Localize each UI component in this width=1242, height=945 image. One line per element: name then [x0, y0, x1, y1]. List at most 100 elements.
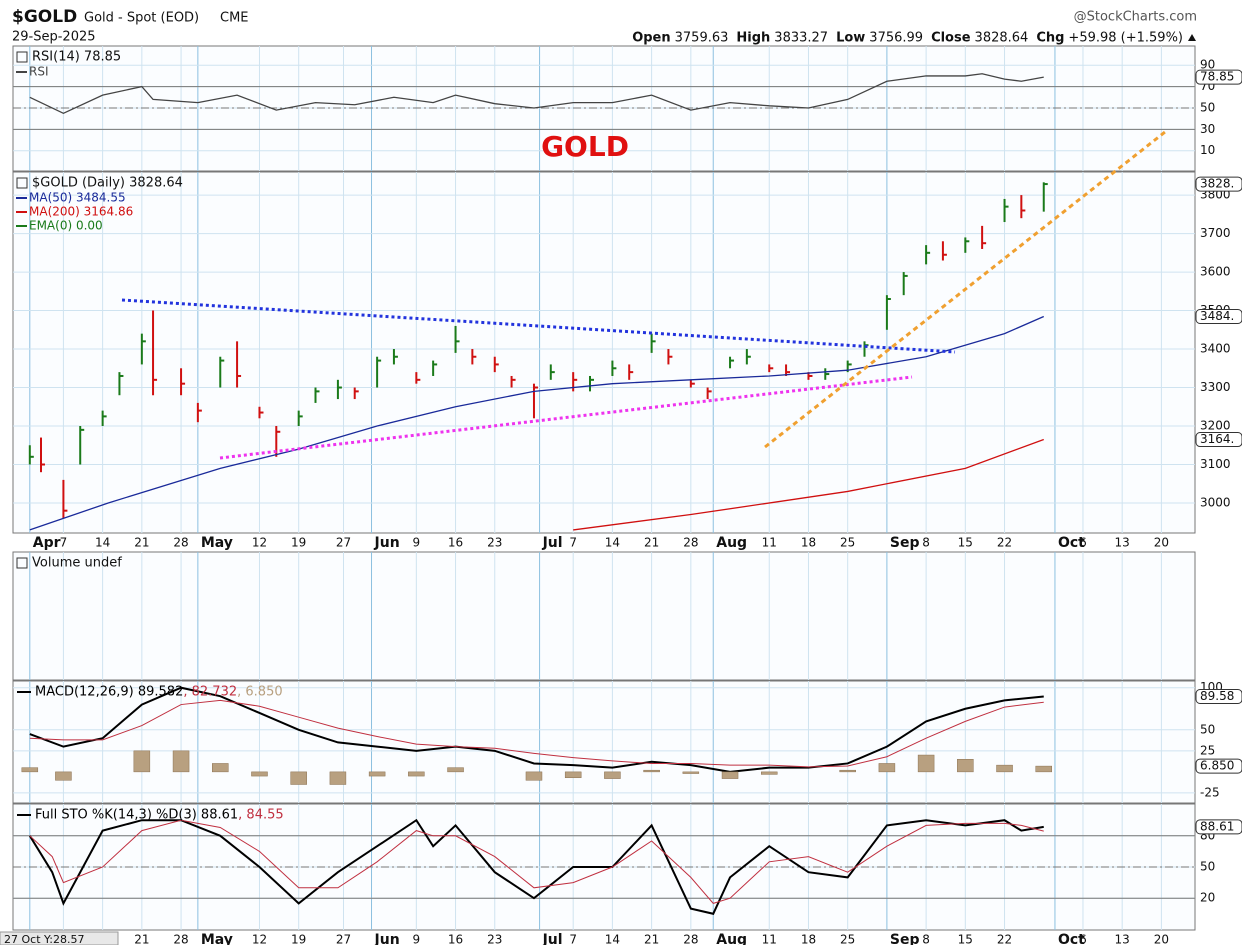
x-tick-label: 8 [922, 536, 930, 550]
x-tick-label: 20 [1154, 536, 1169, 550]
y-tick-label: 30 [1200, 122, 1215, 136]
symbol: $GOLD [12, 7, 77, 27]
quote: +59.98 (+1.59%) Chg 3828.64 Close 3756.99 Low… [632, 31, 1183, 46]
series-line [29, 686, 1044, 773]
series-line [29, 73, 1044, 115]
x-tick-label: 27 [336, 933, 351, 945]
legend-entry: , 84.55 [238, 808, 283, 823]
histogram-bar [133, 750, 151, 773]
x-tick-label: Aug [716, 932, 747, 945]
last-value-label: 6.850 [1200, 759, 1234, 773]
histogram-bar [525, 771, 543, 781]
panel-title: $GOLD (Daily) 3828.64 [32, 176, 183, 191]
last-value-box [1195, 688, 1242, 704]
y-tick-label: 3000 [1200, 495, 1231, 509]
quote-label: Close [931, 31, 971, 46]
legend-icon [16, 557, 28, 569]
quote-value: 3828.64 [975, 31, 1029, 46]
x-tick-label: 21 [644, 536, 659, 550]
x-tick-label: 28 [173, 536, 188, 550]
histogram-bar [564, 771, 582, 779]
histogram-bar [447, 767, 464, 773]
last-value-box [1195, 758, 1242, 774]
legend-icon [16, 177, 28, 189]
x-tick-label: 23 [487, 933, 502, 945]
histogram-bar [996, 764, 1013, 773]
histogram-bar [21, 767, 39, 773]
histogram-bar [682, 771, 700, 774]
crosshair-label: 27 Oct Y:28.57 [4, 933, 84, 945]
last-value-box [1195, 176, 1242, 192]
quote-label: Chg [1036, 31, 1064, 46]
y-tick-label: 50 [1200, 860, 1215, 874]
histogram-bar [172, 750, 190, 773]
x-tick-label: Apr [33, 535, 61, 551]
x-tick-label: May [201, 535, 233, 551]
x-tick-label: 25 [840, 536, 855, 550]
x-tick-label: 14 [605, 536, 620, 550]
x-tick-label: 7 [569, 933, 577, 945]
x-tick-label: 18 [801, 933, 816, 945]
x-tick-label: 7 [569, 536, 577, 550]
legend-entry: , 6.850 [237, 685, 282, 700]
series-line [573, 438, 1044, 531]
quote-value: 3833.27 [774, 31, 828, 46]
x-tick-label: May [201, 932, 233, 945]
x-tick-label: 12 [252, 933, 267, 945]
series-line [29, 819, 1044, 904]
quote-value: 3756.99 [869, 31, 923, 46]
legend-icon [16, 51, 28, 63]
y-tick-label: 50 [1200, 100, 1215, 114]
annotation: GOLD [541, 130, 629, 163]
last-value-label: 88.61 [1200, 819, 1234, 833]
x-tick-label: Jun [374, 932, 400, 945]
x-tick-label: 14 [95, 536, 110, 550]
histogram-bar [839, 769, 856, 773]
y-tick-label: 3200 [1200, 419, 1231, 433]
y-tick-label: 3600 [1200, 265, 1231, 279]
last-value-label: 3484. [1200, 309, 1234, 323]
legend-entry: EMA(0) 0.00 [29, 219, 103, 233]
quote-value: 3759.63 [675, 31, 729, 46]
series-line [29, 315, 1045, 531]
legend-entry: MA(200) 3164.86 [29, 205, 133, 219]
x-tick-label: Jun [374, 535, 400, 551]
last-value-box [1195, 432, 1242, 448]
x-tick-label: 27 [336, 536, 351, 550]
x-tick-label: 22 [997, 933, 1012, 945]
x-tick-label: Jul [542, 932, 563, 945]
last-value-label: 3164. [1200, 432, 1234, 446]
histogram-bar [721, 771, 739, 779]
x-tick-label: 16 [448, 933, 463, 945]
last-value-label: 3828. [1200, 177, 1234, 191]
quote-label: High [736, 31, 770, 46]
panel-title: Volume undef [32, 556, 122, 571]
quote-value: +59.98 (+1.59%) [1068, 31, 1183, 46]
histogram-bar [1035, 765, 1052, 773]
histogram-bar [604, 771, 621, 779]
last-value-box [1195, 69, 1242, 85]
histogram-bar [329, 771, 347, 785]
x-tick-label: 15 [958, 536, 973, 550]
histogram-bar [368, 771, 386, 777]
x-tick-label: 7 [60, 536, 68, 550]
y-tick-label: 3700 [1200, 226, 1231, 240]
x-tick-label: 15 [958, 933, 973, 945]
last-value-box [1195, 819, 1242, 835]
y-tick-label: 50 [1200, 722, 1215, 736]
x-tick-label: 16 [448, 536, 463, 550]
x-tick-label: 18 [801, 536, 816, 550]
crosshair-box [0, 931, 119, 945]
x-tick-label: 28 [173, 933, 188, 945]
exchange: CME [220, 11, 249, 26]
y-tick-label: 25 [1200, 743, 1215, 757]
brand: @StockCharts.com [1074, 10, 1197, 25]
x-tick-label: 23 [487, 536, 502, 550]
last-value-label: 89.58 [1200, 689, 1234, 703]
trend-line [121, 298, 956, 354]
histogram-bar [251, 771, 268, 777]
trend-line [764, 130, 1166, 449]
legend-entry: Full STO %K(14,3) %D(3) 88.61 [35, 808, 238, 823]
